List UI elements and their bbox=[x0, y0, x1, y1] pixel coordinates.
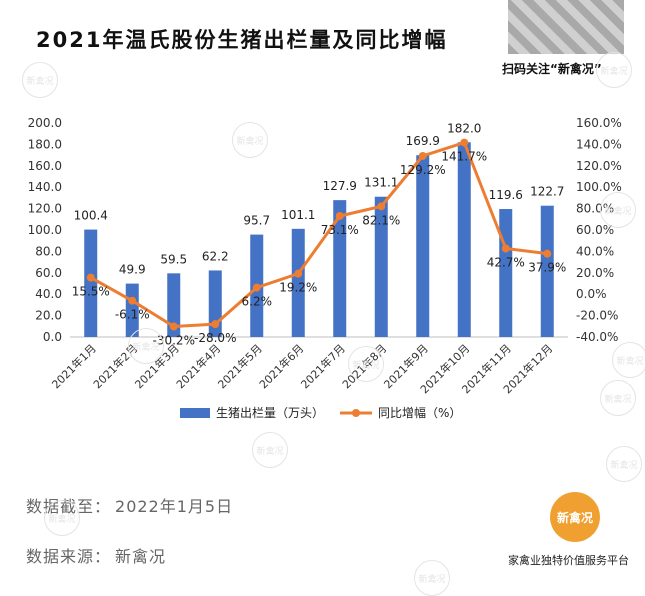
y2-tick-label: 160.0% bbox=[576, 116, 622, 130]
growth-data-label: 37.9% bbox=[528, 261, 566, 275]
bar-data-label: 59.5 bbox=[160, 252, 187, 266]
bar bbox=[457, 142, 471, 337]
bar-data-label: 95.7 bbox=[243, 214, 270, 228]
data-source: 数据来源： 新禽况 bbox=[26, 543, 166, 567]
growth-point bbox=[377, 202, 386, 211]
bar-data-label: 122.7 bbox=[530, 185, 564, 199]
y-tick-label: 120.0 bbox=[28, 202, 62, 216]
bar-data-label: 49.9 bbox=[119, 263, 146, 277]
growth-point bbox=[86, 273, 95, 282]
growth-point bbox=[294, 269, 303, 278]
bar bbox=[125, 283, 139, 337]
brand-slogan: 家禽业独特价值服务平台 bbox=[508, 554, 629, 567]
growth-data-label: 42.7% bbox=[487, 256, 525, 270]
data-source-value: 新禽况 bbox=[115, 547, 167, 566]
scan-note: 扫码关注“新禽况” bbox=[502, 62, 602, 76]
y-tick-label: 160.0 bbox=[28, 159, 62, 173]
growth-point bbox=[211, 320, 220, 329]
growth-point bbox=[252, 283, 261, 292]
brand-logo: 新禽况 bbox=[550, 492, 600, 542]
growth-line bbox=[90, 140, 548, 329]
watermark-stamp: 新禽况 bbox=[606, 446, 642, 482]
growth-point bbox=[543, 249, 552, 258]
y-tick-label: 100.0 bbox=[28, 223, 62, 237]
bar-data-label: 101.1 bbox=[281, 208, 315, 222]
bar bbox=[84, 229, 98, 337]
growth-data-label: 73.1% bbox=[321, 223, 359, 237]
y-tick-label: 20.0 bbox=[35, 309, 62, 323]
growth-point bbox=[501, 244, 510, 253]
data-source-label: 数据来源： bbox=[26, 547, 112, 566]
legend-line-label: 同比增幅（%） bbox=[378, 405, 461, 420]
bar-data-label: 169.9 bbox=[406, 134, 440, 148]
watermark-stamp: 新禽况 bbox=[612, 342, 645, 378]
y2-tick-label: 0.0% bbox=[576, 287, 607, 301]
y-tick-label: 0.0 bbox=[43, 330, 62, 344]
legend-line-marker bbox=[352, 409, 360, 417]
bar-data-label: 131.1 bbox=[364, 176, 398, 190]
growth-point bbox=[128, 296, 137, 305]
bar bbox=[291, 228, 305, 337]
y2-tick-label: -40.0% bbox=[576, 330, 618, 344]
y-tick-label: 60.0 bbox=[35, 266, 62, 280]
chart: 0.0 20.0 40.0 60.0 80.0 100.0 120.0 140.0 160.0 1… bbox=[28, 116, 622, 420]
watermark-stamp: 新禽况 bbox=[128, 328, 164, 364]
y2-tick-label: 140.0% bbox=[576, 137, 622, 151]
bar-data-label: 119.6 bbox=[489, 188, 523, 202]
watermark-stamp: 新禽况 bbox=[596, 52, 632, 88]
legend-bar-label: 生猪出栏量（万头） bbox=[216, 405, 324, 420]
y2-tick-label: 120.0% bbox=[576, 159, 622, 173]
watermark-stamp: 新禽况 bbox=[348, 346, 384, 382]
growth-data-label: 82.1% bbox=[362, 213, 400, 227]
growth-data-label: 19.2% bbox=[279, 281, 317, 295]
y2-tick-label: 40.0% bbox=[576, 244, 614, 258]
y-tick-label: 140.0 bbox=[28, 180, 62, 194]
y2-tick-label: 100.0% bbox=[576, 180, 622, 194]
growth-point bbox=[335, 211, 344, 220]
y-tick-label: 40.0 bbox=[35, 287, 62, 301]
growth-data-label: -6.1% bbox=[115, 308, 150, 322]
watermark-stamp: 新禽况 bbox=[232, 122, 268, 158]
growth-point bbox=[460, 138, 469, 147]
y2-tick-label: 60.0% bbox=[576, 223, 614, 237]
growth-data-label: 141.7% bbox=[441, 150, 487, 164]
bar bbox=[167, 273, 181, 337]
bar bbox=[333, 200, 347, 337]
watermark-stamp: 新禽况 bbox=[600, 192, 636, 228]
bar-data-label: 127.9 bbox=[323, 179, 357, 193]
watermark-stamp: 新禽况 bbox=[44, 500, 80, 536]
growth-data-label: 15.5% bbox=[72, 285, 110, 299]
bar bbox=[499, 209, 513, 337]
y2-tick-label: 20.0% bbox=[576, 266, 614, 280]
growth-point bbox=[418, 151, 427, 160]
y-tick-label: 180.0 bbox=[28, 137, 62, 151]
watermark-stamp: 新禽况 bbox=[22, 62, 58, 98]
watermark-stamp: 新禽况 bbox=[252, 432, 288, 468]
bar bbox=[416, 155, 430, 337]
growth-data-label: -28.0% bbox=[194, 331, 236, 345]
bar-data-label: 182.0 bbox=[447, 121, 481, 135]
qr-code-image bbox=[508, 0, 624, 54]
y2-tick-label: -20.0% bbox=[576, 309, 618, 323]
watermark-stamp: 新禽况 bbox=[414, 560, 450, 596]
legend-bar-swatch bbox=[180, 408, 210, 418]
growth-point bbox=[169, 322, 178, 331]
watermark-stamp: 新禽况 bbox=[600, 380, 636, 416]
bar bbox=[540, 205, 554, 337]
y-tick-label: 80.0 bbox=[35, 244, 62, 258]
data-date-value: 2022年1月5日 bbox=[115, 497, 234, 516]
page-title: 2021年温氏股份生猪出栏量及同比增幅 bbox=[36, 28, 448, 52]
growth-data-label: 129.2% bbox=[400, 163, 446, 177]
growth-data-label: 6.2% bbox=[242, 295, 273, 309]
y-tick-label: 200.0 bbox=[28, 116, 62, 130]
bar-data-label: 62.2 bbox=[202, 249, 229, 263]
bar bbox=[374, 196, 388, 337]
bar-data-label: 100.4 bbox=[74, 209, 108, 223]
